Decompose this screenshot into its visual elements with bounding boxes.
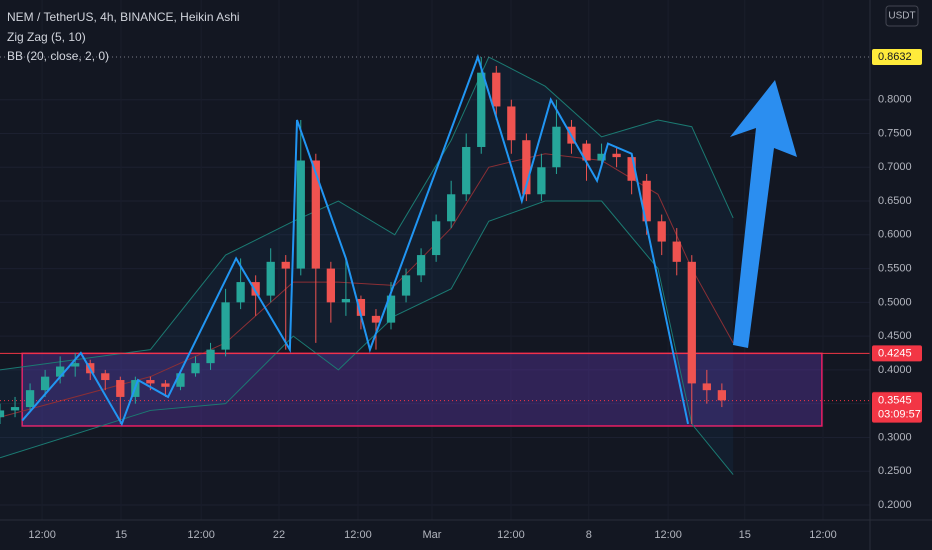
candle-body <box>687 261 696 384</box>
x-tick-label: 12:00 <box>654 529 682 541</box>
countdown: 03:09:57 <box>878 409 921 421</box>
y-tick-label: 0.6500 <box>878 195 912 207</box>
candle-body <box>206 349 215 364</box>
plot-area <box>0 53 870 506</box>
candle-body <box>311 160 320 269</box>
chart-title: NEM / TetherUS, 4h, BINANCE, Heikin Ashi <box>7 10 240 24</box>
candle-body <box>101 373 110 381</box>
candle-body <box>25 390 35 408</box>
candle-body <box>191 363 200 374</box>
candle-body <box>552 126 561 168</box>
candle-body <box>266 261 275 296</box>
x-tick-label: 12:00 <box>28 529 56 541</box>
candle-body <box>10 407 20 411</box>
candle-body <box>161 383 170 387</box>
candle-body <box>326 268 335 303</box>
candle-body <box>296 160 305 269</box>
price-label: 0.3545 <box>878 395 912 407</box>
candle-body <box>146 380 155 384</box>
x-tick-label: 12:00 <box>344 529 372 541</box>
x-tick-label: 15 <box>115 529 127 541</box>
candle-body <box>281 261 290 269</box>
price-label-bg <box>872 392 922 423</box>
y-tick-label: 0.4000 <box>878 364 912 376</box>
candle-body <box>176 373 185 387</box>
candle-body <box>431 221 441 256</box>
candle-body <box>401 275 411 296</box>
y-tick-label: 0.6000 <box>878 229 912 241</box>
candle-body <box>642 180 651 222</box>
candle-body <box>597 153 606 161</box>
y-tick-label: 0.3000 <box>878 431 912 443</box>
bb-upper <box>0 56 734 371</box>
candle-body <box>672 241 681 262</box>
currency[interactable]: USDT <box>888 11 915 22</box>
candle-body <box>40 376 50 391</box>
y-tick-label: 0.7000 <box>878 161 912 173</box>
x-tick-label: 12:00 <box>809 529 837 541</box>
price-label-bg <box>872 345 922 362</box>
price-label-bg <box>872 49 922 66</box>
candle-body <box>717 390 727 401</box>
candle-body <box>341 298 351 303</box>
candle-body <box>702 383 711 391</box>
candle-body <box>582 143 591 161</box>
y-tick-label: 0.4500 <box>878 330 912 342</box>
candle-body <box>236 282 245 303</box>
x-tick-label: 8 <box>586 529 592 541</box>
candle-body <box>627 157 636 181</box>
candle-body <box>612 153 621 158</box>
candle-body <box>462 146 471 195</box>
candle-body <box>356 298 366 316</box>
y-tick-label: 0.5000 <box>878 296 912 308</box>
x-tick-label: 15 <box>739 529 751 541</box>
y-tick-label: 0.2500 <box>878 465 912 477</box>
candle-body <box>251 282 260 296</box>
zigzag <box>21 53 690 427</box>
bb-lower <box>0 200 734 475</box>
x-tick-label: 22 <box>273 529 285 541</box>
y-tick-label: 0.5500 <box>878 262 912 274</box>
candle-body <box>0 410 5 418</box>
indicator-label: Zig Zag (5, 10) <box>7 30 86 44</box>
candle-body <box>537 167 546 195</box>
price-label: 0.4245 <box>878 347 912 359</box>
candle-body <box>492 72 501 107</box>
candle-body <box>371 315 381 323</box>
x-tick-label: 12:00 <box>497 529 525 541</box>
candle-body <box>56 366 65 377</box>
arrow <box>730 80 797 348</box>
candle-body <box>386 295 396 323</box>
y-tick-label: 0.2000 <box>878 499 912 511</box>
candle-body <box>657 221 666 242</box>
candle-body <box>221 302 230 350</box>
candle-body <box>522 140 531 195</box>
indicator-label: BB (20, close, 2, 0) <box>7 49 109 63</box>
price-label: 0.8632 <box>878 51 912 63</box>
x-tick-label: 12:00 <box>187 529 215 541</box>
candle-body <box>447 194 456 222</box>
bb-fill <box>0 57 734 475</box>
y-tick-label: 0.7500 <box>878 127 912 139</box>
candle-body <box>116 380 125 397</box>
y-tick-label: 0.8000 <box>878 94 912 106</box>
candle-body <box>416 255 426 276</box>
candle-body <box>507 106 516 141</box>
currency-box[interactable] <box>885 5 919 27</box>
candle-body <box>71 363 80 367</box>
x-tick-label: Mar <box>423 529 442 541</box>
candle-body <box>477 72 486 147</box>
